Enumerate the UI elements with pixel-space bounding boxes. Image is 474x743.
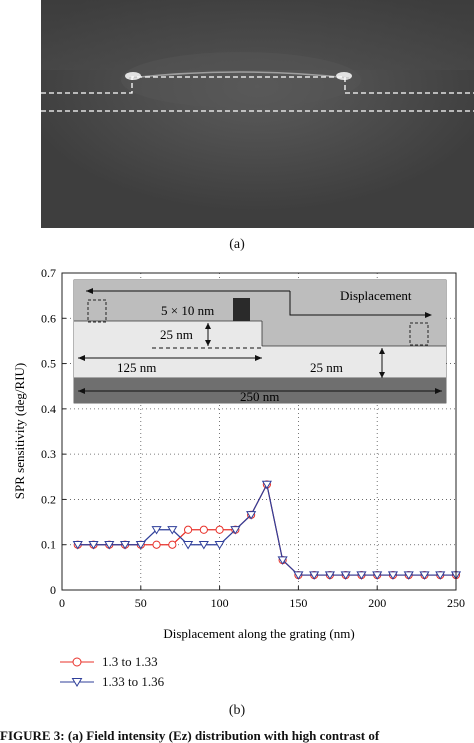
layer-thickness-label: 25 nm <box>310 360 343 375</box>
series-2-point <box>340 571 351 580</box>
displacement-label: Displacement <box>340 288 412 303</box>
series-2-point <box>167 526 178 535</box>
panel-b-caption: (b) <box>228 703 246 718</box>
series-2-point <box>372 571 383 580</box>
y-tick-label: 0.1 <box>41 538 56 552</box>
plot-frame <box>61 272 457 591</box>
triangle-marker-icon <box>60 678 94 687</box>
y-tick-label: 0.5 <box>41 357 56 371</box>
grating-depth-label: 25 nm <box>160 327 193 342</box>
y-tick-label: 0 <box>50 583 56 597</box>
panel-a-caption: (a) <box>229 237 245 252</box>
series-2-point <box>309 571 320 580</box>
particle-size-label: 5 × 10 nm <box>161 303 214 318</box>
y-tick-label: 0.2 <box>41 492 56 506</box>
figure-caption-text: FIGURE 3: (a) Field intensity (Ez) distr… <box>0 728 380 743</box>
legend-label-series-1: 1.3 to 1.33 <box>102 654 158 669</box>
y-tick-label: 0.4 <box>41 402 56 416</box>
series-2-point <box>403 571 414 580</box>
series-2-point <box>324 571 336 580</box>
x-tick-label: 50 <box>135 596 147 610</box>
series-1-point <box>152 540 161 549</box>
series-line-1 <box>77 482 456 576</box>
x-tick-label: 100 <box>211 596 229 610</box>
sensitivity-chart: 5 × 10 nm Displacement 25 nm 125 nm 25 n… <box>12 266 465 641</box>
series-2-point <box>119 541 131 550</box>
series-2-point <box>88 541 99 550</box>
grating-width-label: 125 nm <box>117 360 156 375</box>
series-2-point <box>356 571 367 580</box>
x-tick-label: 0 <box>59 596 65 610</box>
y-tick-label: 0.7 <box>41 266 56 280</box>
series-1-point <box>168 540 177 549</box>
series-2-point <box>261 480 272 490</box>
series-1-point <box>215 525 224 534</box>
legend-entry-series-2: 1.33 to 1.36 <box>60 672 164 692</box>
grating-period-label: 250 nm <box>240 389 279 404</box>
x-tick-label: 250 <box>447 596 465 610</box>
series-2-point <box>135 541 146 550</box>
x-axis-label: Displacement along the grating (nm) <box>163 626 354 641</box>
axis-ticks: 0 50 100 150 200 250 0 0.1 0.2 0.3 0.4 0.5 0.6 0.7 <box>41 266 465 610</box>
legend-label-series-2: 1.33 to 1.36 <box>102 674 165 689</box>
y-axis-label: SPR sensitivity (deg/RIU) <box>12 363 27 500</box>
grating-schematic-inset: 5 × 10 nm Displacement 25 nm 125 nm 25 n… <box>73 279 447 404</box>
y-tick-label: 0.6 <box>41 311 56 325</box>
series-2-point <box>435 571 446 580</box>
field-intensity-image <box>41 0 474 228</box>
series-2-point <box>387 571 399 580</box>
circle-marker-icon <box>60 657 94 667</box>
series-2-point <box>246 511 257 520</box>
series-2-point <box>151 526 162 535</box>
x-tick-label: 200 <box>368 596 386 610</box>
x-tick-label: 150 <box>289 596 307 610</box>
series-2-point <box>419 571 430 580</box>
series-2-point <box>182 541 194 550</box>
field-intensity-graphic <box>41 0 474 228</box>
series-2-point <box>277 556 288 565</box>
series-2-point <box>104 541 115 550</box>
legend-entry-series-1: 1.3 to 1.33 <box>60 652 164 672</box>
y-tick-label: 0.3 <box>41 447 56 461</box>
series-1-point <box>199 525 208 534</box>
series-2-point <box>198 541 209 550</box>
particle-box <box>233 298 250 321</box>
series-line-2 <box>77 482 456 576</box>
data-series <box>72 480 462 580</box>
chart-legend: 1.3 to 1.33 1.33 to 1.36 <box>60 652 164 692</box>
series-1-point <box>183 525 193 534</box>
series-2-point <box>293 571 304 580</box>
series-2-point <box>214 541 225 550</box>
series-2-point <box>230 526 241 535</box>
series-2-point <box>72 541 83 550</box>
